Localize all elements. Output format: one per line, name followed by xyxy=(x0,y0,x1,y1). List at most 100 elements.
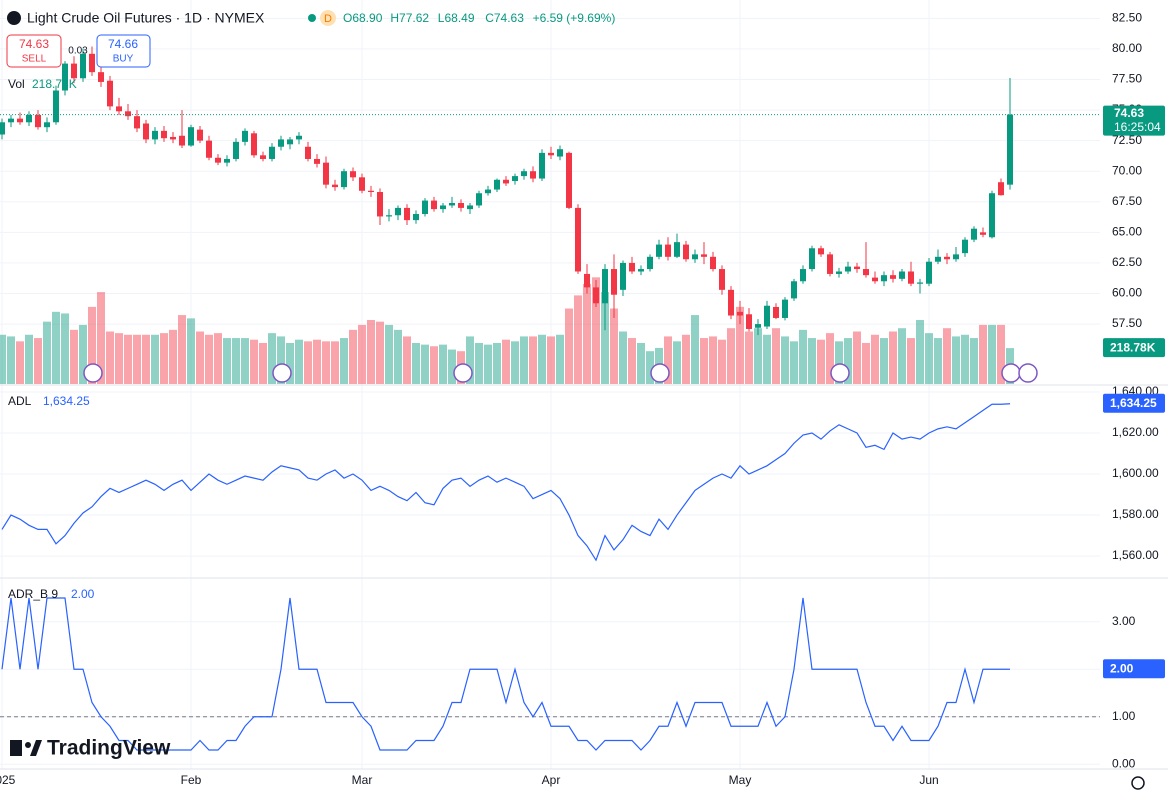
buy-price: 74.66 xyxy=(108,37,138,51)
event-icon[interactable] xyxy=(272,363,292,383)
candle-body xyxy=(917,282,923,284)
volume-bar xyxy=(988,324,996,384)
volume-bar xyxy=(943,328,951,384)
candle-body xyxy=(368,190,374,192)
indicator-line xyxy=(1,597,1010,751)
volume-bar xyxy=(628,338,636,384)
candle-body xyxy=(962,239,968,254)
candle-body xyxy=(44,122,50,128)
candle-body xyxy=(404,207,410,221)
volume-badge xyxy=(1103,338,1165,358)
candle-body xyxy=(233,141,239,159)
volume-bar xyxy=(790,341,798,384)
candle-body xyxy=(467,205,473,210)
volume-bar xyxy=(115,333,123,384)
buy-button[interactable] xyxy=(96,34,151,68)
candle-body xyxy=(188,127,194,146)
y-tick-label: 60.00 xyxy=(1112,286,1142,300)
candle-body xyxy=(809,248,815,270)
y-tick-label: 1,560.00 xyxy=(1112,548,1159,562)
candle-body xyxy=(827,254,833,274)
candle-body xyxy=(710,256,716,270)
candle-body xyxy=(179,135,185,146)
volume-bar xyxy=(961,334,969,384)
volume-bar xyxy=(259,342,267,384)
event-markers xyxy=(83,363,1038,383)
y-tick-label: 3.00 xyxy=(1112,614,1136,628)
candle-body xyxy=(719,269,725,290)
candle-body xyxy=(512,176,518,181)
background xyxy=(0,0,1168,770)
volume-bar xyxy=(664,336,672,384)
logo-text: TradingView xyxy=(47,737,171,760)
candle-body xyxy=(908,271,914,284)
event-icon[interactable] xyxy=(1018,363,1038,383)
event-icon[interactable] xyxy=(1001,363,1021,383)
volume-bar xyxy=(799,329,807,384)
settings-icon[interactable] xyxy=(1131,776,1145,790)
candle-body xyxy=(953,254,959,260)
logo-icon xyxy=(10,740,22,756)
candle-body xyxy=(926,261,932,284)
candle-body xyxy=(17,118,23,123)
volume-bar xyxy=(511,341,519,384)
indicator-badge xyxy=(1103,393,1165,413)
candle-body xyxy=(251,133,257,156)
volume-bar xyxy=(403,336,411,384)
volume-bar xyxy=(781,336,789,384)
x-tick-label: Apr xyxy=(542,773,561,787)
candle-body xyxy=(557,149,563,157)
indicator-name: ADL xyxy=(8,394,32,408)
candle-body xyxy=(845,266,851,272)
volume-bar xyxy=(691,315,699,384)
candle-body xyxy=(170,136,176,140)
event-icon[interactable] xyxy=(453,363,473,383)
candle-body xyxy=(548,152,554,156)
volume-bar xyxy=(970,338,978,384)
volume-bar xyxy=(808,338,816,384)
interval-badge-bg xyxy=(320,10,336,26)
logo-icon xyxy=(25,742,31,748)
candle-body xyxy=(152,130,158,140)
candle-body xyxy=(395,207,401,216)
indicator-line xyxy=(1,403,1011,562)
volume-bar xyxy=(880,338,888,384)
candle-body xyxy=(296,135,302,140)
candle-body xyxy=(359,177,365,191)
event-icon[interactable] xyxy=(83,363,103,383)
event-icon[interactable] xyxy=(650,363,670,383)
indicator-name: ADR_B 9 xyxy=(8,587,58,601)
price-badge-text: 74.63 xyxy=(1114,106,1144,120)
candle-body xyxy=(98,72,104,82)
candle-body xyxy=(575,207,581,272)
volume-bar xyxy=(520,336,528,384)
volume-bar xyxy=(421,344,429,384)
volume-bar xyxy=(178,315,186,384)
volume-bar xyxy=(52,311,60,384)
volume-bar xyxy=(133,334,141,384)
candle-body xyxy=(0,122,5,135)
candle-body xyxy=(341,171,347,188)
candle-body xyxy=(638,269,644,272)
volume-bar xyxy=(736,306,744,384)
candle-body xyxy=(260,155,266,159)
sell-button[interactable] xyxy=(6,34,62,68)
y-tick-label: 65.00 xyxy=(1112,225,1142,239)
y-tick-label: 1.00 xyxy=(1112,709,1136,723)
volume-bar xyxy=(367,320,375,384)
candle-body xyxy=(854,266,860,270)
candle-body xyxy=(413,214,419,221)
candle-body xyxy=(980,232,986,235)
candle-body xyxy=(143,123,149,140)
candle-body xyxy=(539,152,545,179)
event-icon[interactable] xyxy=(830,363,850,383)
y-tick-label: 77.50 xyxy=(1112,72,1142,86)
candle-body xyxy=(134,116,140,129)
volume-bar xyxy=(358,324,366,384)
candle-body xyxy=(944,256,950,260)
candle-body xyxy=(269,146,275,159)
volume-bar xyxy=(349,329,357,384)
volume-bar xyxy=(151,334,159,384)
spread: 0.03 xyxy=(68,46,88,57)
